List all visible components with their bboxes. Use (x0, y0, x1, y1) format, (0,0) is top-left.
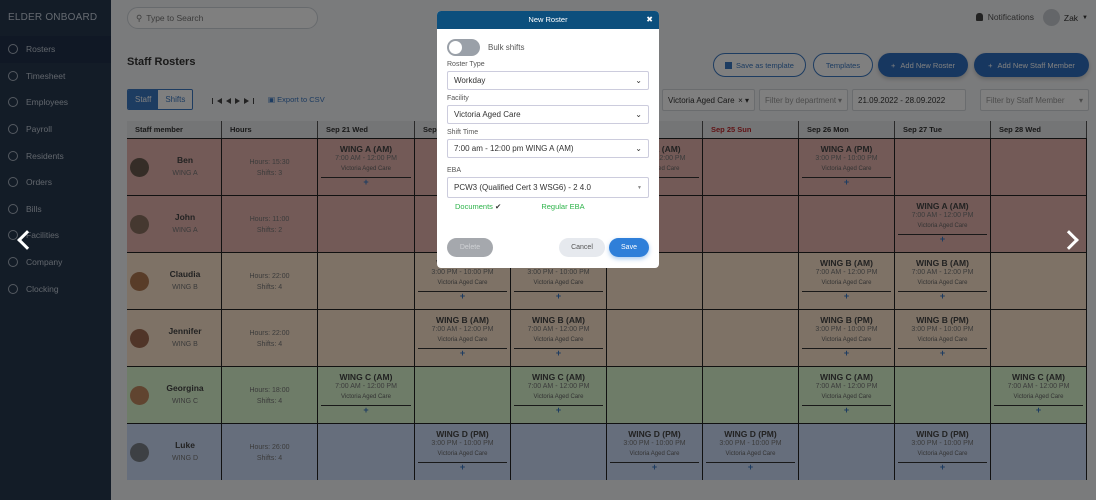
bulk-shifts-toggle[interactable] (447, 39, 480, 56)
regular-eba-link[interactable]: Regular EBA (541, 202, 585, 211)
caret-down-icon: ▼ (637, 184, 642, 191)
roster-type-label: Roster Type (447, 61, 485, 68)
shift-time-select[interactable]: 7:00 am - 12:00 pm WING A (AM) ⌄ (447, 139, 649, 158)
facility-label: Facility (447, 95, 469, 102)
chevron-down-icon: ⌄ (635, 144, 642, 153)
facility-select[interactable]: Victoria Aged Care ⌄ (447, 105, 649, 124)
eba-select[interactable]: PCW3 (Qualified Cert 3 WSG6) - 2 4.0 ▼ (447, 177, 649, 198)
chevron-down-icon: ⌄ (635, 110, 642, 119)
chevron-down-icon: ⌄ (635, 76, 642, 85)
close-icon[interactable]: ✖ (646, 15, 653, 24)
documents-link[interactable]: Documents ✔ (455, 202, 502, 211)
roster-type-select[interactable]: Workday ⌄ (447, 71, 649, 90)
modal-title: New Roster (528, 15, 568, 24)
eba-label: EBA (447, 167, 462, 174)
delete-button[interactable]: Delete (447, 238, 493, 257)
new-roster-modal: New Roster ✖ Bulk shifts Roster Type Work… (437, 11, 659, 268)
save-button[interactable]: Save (609, 238, 649, 257)
cancel-button[interactable]: Cancel (559, 238, 605, 257)
check-icon: ✔ (495, 202, 502, 211)
shift-time-label: Shift Time (447, 129, 479, 136)
